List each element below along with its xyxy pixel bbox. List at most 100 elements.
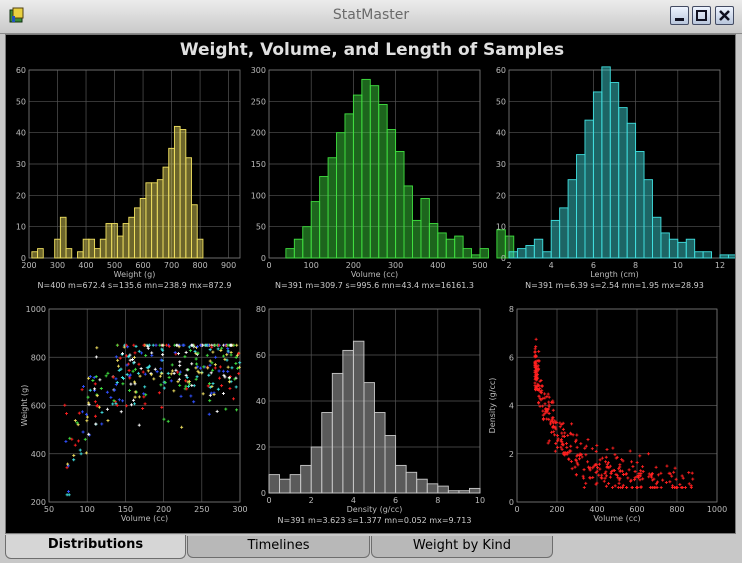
scatter-point [226,369,230,373]
histogram-bar [508,251,518,259]
scatter-point [210,361,214,365]
histogram-bar [279,478,291,494]
scatter-point [638,478,642,482]
scatter-point [591,475,595,479]
chart-canvas: Weight, Volume, and Length of Samples 20… [16,40,735,525]
y-tick-label: 8 [509,305,514,314]
y-tick-label: 0 [21,254,26,263]
scatter-point [121,351,125,355]
scatter-point [193,350,197,354]
scatter-point [675,486,679,490]
stats-label: N=391 m=3.623 s=1.377 mn=0.052 mx=9.713 [278,516,472,525]
scatter-point [221,369,225,373]
scatter-point [654,465,658,469]
scatter-point [97,405,101,409]
histogram-bar [395,151,405,259]
scatter-point [73,443,77,447]
tab-weight-by-kind[interactable]: Weight by Kind [371,536,553,558]
scatter-point [543,392,547,396]
scatter-point [94,375,98,379]
scatter-point [99,387,103,391]
scatter-point [684,486,688,490]
x-tick-label: 400 [78,261,93,270]
scatter-point [159,383,163,387]
scatter-point [570,467,574,471]
scatter-point [186,384,190,388]
scatter-point [126,345,130,349]
scatter-point [179,394,183,398]
scatter-point [93,414,97,418]
maximize-button[interactable] [692,6,711,25]
x-axis-label: Volume (cc) [121,514,168,523]
title-bar[interactable]: StatMaster [0,0,742,34]
scatter-point [76,423,80,427]
scatter-point [72,458,76,462]
histogram-bar [416,478,428,494]
scatter-point [155,370,159,374]
scatter-point [541,416,545,420]
plot-frame [48,308,241,503]
scatter-point [551,401,555,405]
histogram-bar [191,204,198,259]
scatter-point [65,412,69,416]
scatter-point [207,412,211,416]
scatter-point [533,361,537,365]
tab-timelines[interactable]: Timelines [187,536,370,558]
scatter-point [574,440,578,444]
histogram-bar [643,179,653,259]
scatter-point [625,486,629,490]
scatter-point [182,343,186,347]
minimize-button[interactable] [670,6,689,25]
scatter-point [540,385,544,389]
scatter-point [147,343,151,347]
scatter-point [194,357,198,361]
scatter-point [152,377,156,381]
scatter-point [547,417,551,421]
scatter-point [566,433,570,437]
scatter-point [613,453,617,457]
x-tick-label: 800 [669,505,684,514]
y-tick-label: 60 [256,351,266,360]
scatter-point [145,366,149,370]
scatter-point [194,366,198,370]
histogram-bar [445,238,456,259]
x-tick-label: 300 [388,261,403,270]
scatter-point [195,362,199,366]
scatter-point [577,457,581,461]
scatter-point [534,337,538,341]
scatter-point [206,384,210,388]
histogram-bar [268,474,281,494]
scatter-point [162,386,166,390]
scatter-point [124,354,128,358]
scatter-point [610,469,614,473]
y-axis-label: Density (g/cc) [488,378,497,434]
histogram-bar [626,122,637,259]
y-tick-label: 60 [496,66,506,75]
histogram-bar [685,238,696,259]
scatter-point [573,465,577,469]
scatter-point [115,380,119,384]
scatter-point [159,358,163,362]
scatter-point [222,354,226,358]
close-button[interactable] [715,6,734,25]
scatter-point [545,410,549,414]
scatter-point [533,347,537,351]
scatter-point [641,465,645,469]
scatter-point [533,384,537,388]
scatter-point [210,345,214,349]
scatter-point [184,384,188,388]
scatter-point [567,457,571,461]
scatter-point [147,364,151,368]
scatter-point [553,419,557,423]
scatter-point [208,393,212,397]
histogram-bar [111,223,118,259]
scatter-point [647,475,651,479]
scatter-point [129,382,133,386]
scatter-point [665,464,669,468]
histogram-bar [412,219,422,259]
x-tick-label: 6 [591,261,596,270]
scatter-point [237,372,241,376]
tab-distributions[interactable]: Distributions [5,535,186,559]
scatter-point [219,348,223,352]
scatter-point [618,476,622,480]
